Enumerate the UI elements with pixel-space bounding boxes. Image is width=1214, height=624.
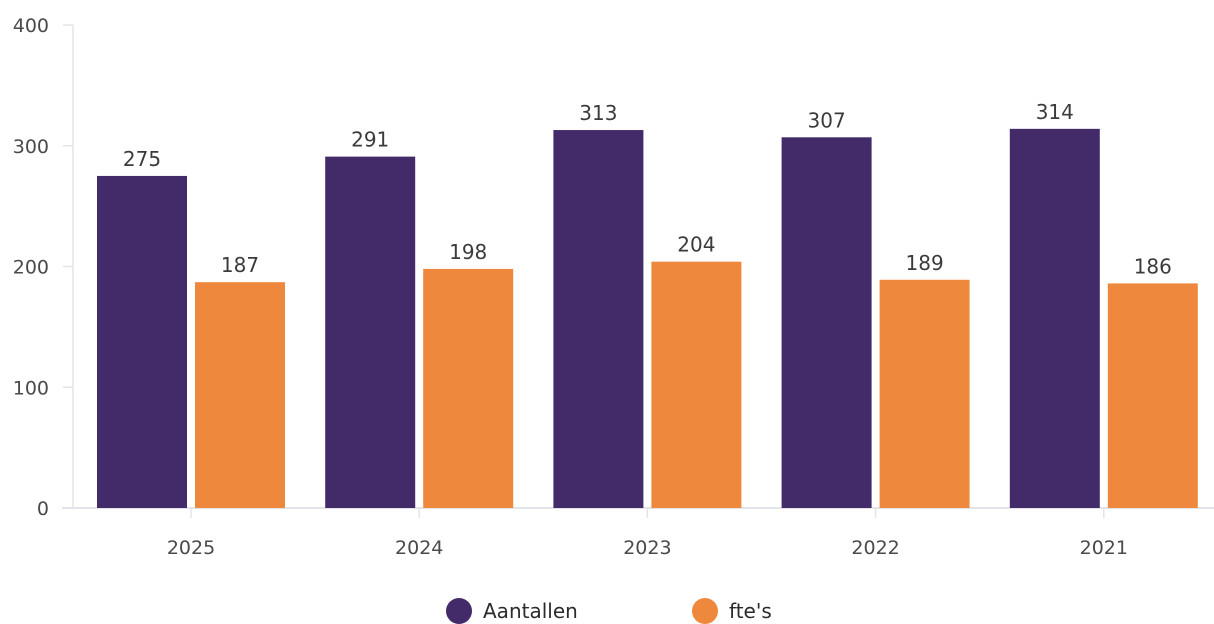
y-tick-label: 400: [13, 15, 49, 37]
bar-aantallen-2022: [781, 137, 872, 509]
bar-aantallen-2021: [1009, 128, 1100, 508]
bar-ftes-2025: [195, 282, 285, 508]
bar-ftes-2021: [1107, 283, 1198, 508]
data-label: 275: [123, 147, 161, 171]
data-label: 187: [221, 253, 259, 277]
bar-ftes-2024: [423, 268, 514, 508]
y-tick-label: 0: [37, 498, 49, 520]
legend-label[interactable]: fte's: [729, 599, 772, 623]
bar-ftes-2022: [879, 279, 970, 508]
x-tick-label: 2025: [167, 537, 215, 559]
x-tick-label: 2023: [623, 537, 671, 559]
legend-label[interactable]: Aantallen: [483, 599, 578, 623]
data-label: 307: [808, 108, 846, 132]
x-tick-label: 2024: [395, 537, 443, 559]
data-label: 204: [677, 233, 715, 257]
bars: [97, 128, 1198, 509]
y-tick-label: 100: [13, 377, 49, 399]
bar-aantallen-2024: [325, 156, 416, 508]
axes: 0 100 200 300 400 2025 2024 2023 2022 2021: [13, 15, 1214, 559]
x-tick-label: 2022: [851, 537, 899, 559]
data-label: 189: [906, 251, 944, 275]
legend-swatch: [692, 598, 718, 624]
data-label: 291: [351, 128, 389, 152]
x-tick-label: 2021: [1080, 537, 1128, 559]
legend-swatch: [446, 598, 472, 624]
data-label: 314: [1036, 100, 1074, 124]
data-label: 198: [449, 240, 487, 264]
data-label: 186: [1134, 254, 1172, 278]
bar-aantallen-2023: [553, 130, 644, 509]
y-tick-label: 300: [13, 136, 49, 158]
bar-aantallen-2025: [97, 175, 187, 508]
bar-ftes-2023: [651, 261, 742, 508]
y-tick-label: 200: [13, 257, 49, 279]
data-labels: 275 187 291 198 313 204 307 189 314 186: [123, 100, 1172, 279]
data-label: 313: [579, 101, 617, 125]
legend: Aantallen fte's: [446, 598, 772, 624]
